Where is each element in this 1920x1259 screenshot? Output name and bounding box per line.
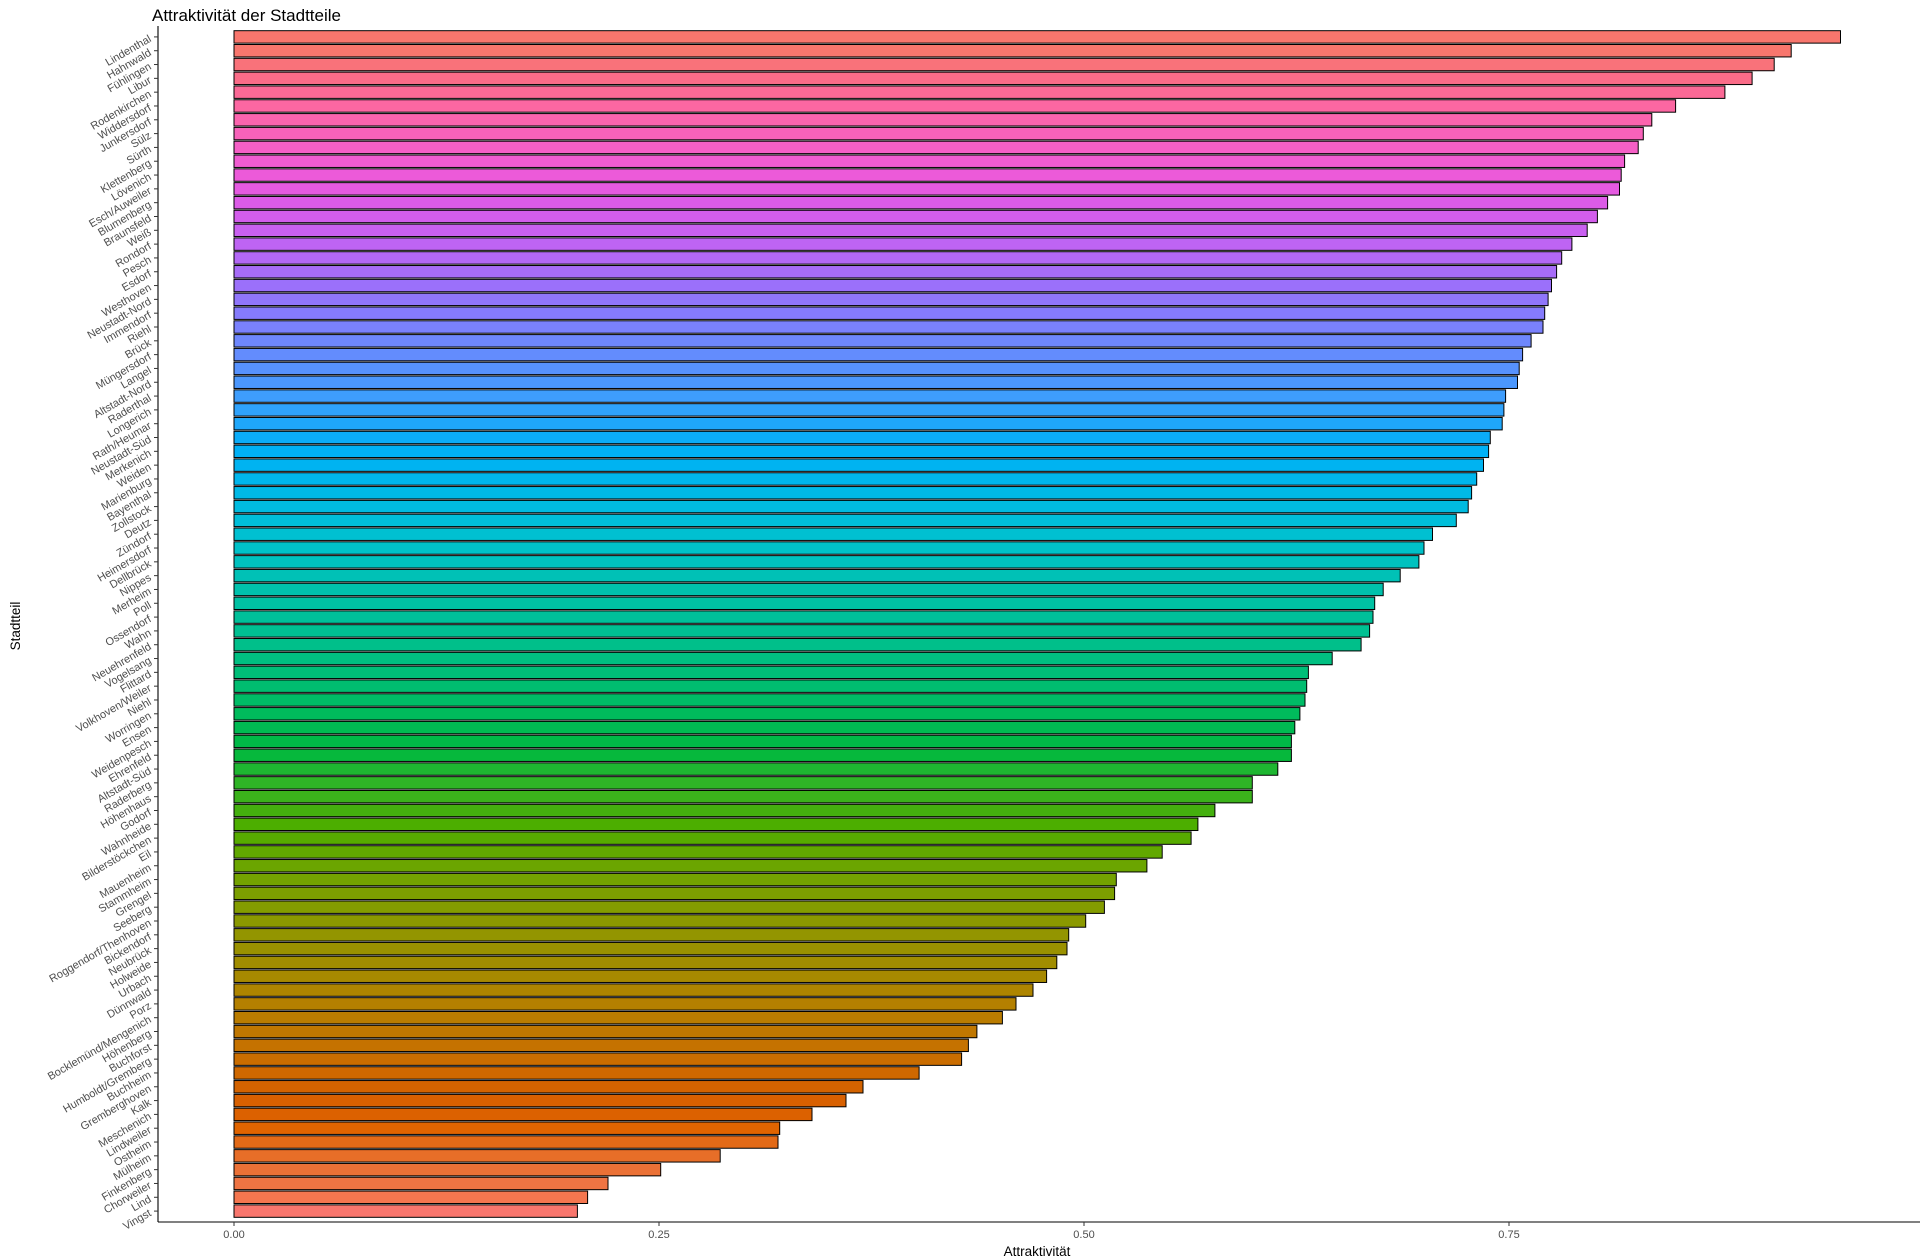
bar-76 xyxy=(233,1080,864,1094)
bar-16 xyxy=(233,251,1563,265)
bar-31 xyxy=(233,458,1484,472)
bar-25 xyxy=(233,375,1518,389)
bar-59 xyxy=(233,845,1163,859)
bar-20 xyxy=(233,306,1546,320)
bar-58 xyxy=(233,831,1192,845)
bar-34 xyxy=(233,499,1469,514)
bar-60 xyxy=(233,859,1148,873)
bar-9 xyxy=(233,154,1626,168)
bar-40 xyxy=(233,582,1384,597)
x-axis-title: Attraktivität xyxy=(1004,1244,1071,1259)
bar-51 xyxy=(233,734,1292,749)
bar-24 xyxy=(233,361,1520,376)
bar-38 xyxy=(233,555,1420,569)
bar-17 xyxy=(233,265,1558,279)
bar-15 xyxy=(233,237,1573,251)
y-tick-label-59: Eil xyxy=(137,848,154,865)
bar-21 xyxy=(233,320,1544,334)
bar-1 xyxy=(233,44,1792,58)
bar-12 xyxy=(233,195,1609,210)
x-tick-label-1: 0.25 xyxy=(648,1229,669,1241)
bar-44 xyxy=(233,638,1362,652)
bar-11 xyxy=(233,182,1620,196)
chart-title: Attraktivität der Stadtteile xyxy=(152,6,341,25)
bar-0 xyxy=(233,30,1841,44)
bar-57 xyxy=(233,817,1199,832)
bar-62 xyxy=(233,886,1116,901)
bar-49 xyxy=(233,707,1301,721)
bar-82 xyxy=(233,1162,662,1177)
bar-81 xyxy=(233,1149,721,1163)
bar-32 xyxy=(233,472,1478,486)
bar-69 xyxy=(233,983,1034,997)
bar-61 xyxy=(233,872,1117,887)
bar-54 xyxy=(233,776,1253,790)
bar-72 xyxy=(233,1024,978,1039)
bar-50 xyxy=(233,720,1296,735)
bar-56 xyxy=(233,803,1216,818)
bar-45 xyxy=(233,651,1333,666)
bar-18 xyxy=(233,278,1552,293)
x-tick-label-0: 0.00 xyxy=(223,1229,244,1241)
bar-3 xyxy=(233,71,1753,86)
bar-30 xyxy=(233,444,1490,459)
bar-33 xyxy=(233,486,1473,500)
bar-2 xyxy=(233,57,1775,72)
bar-78 xyxy=(233,1107,813,1122)
bar-84 xyxy=(233,1190,589,1204)
bar-35 xyxy=(233,513,1457,528)
bar-46 xyxy=(233,665,1309,680)
bar-29 xyxy=(233,430,1491,445)
bar-79 xyxy=(233,1121,781,1135)
bar-42 xyxy=(233,610,1374,624)
bar-14 xyxy=(233,223,1588,238)
x-tick-label-2: 0.50 xyxy=(1073,1229,1094,1241)
bar-55 xyxy=(233,789,1253,804)
bar-10 xyxy=(233,168,1622,182)
bar-39 xyxy=(233,568,1401,583)
bar-64 xyxy=(233,914,1087,928)
bar-19 xyxy=(233,292,1549,307)
bar-48 xyxy=(233,693,1306,707)
bars-layer xyxy=(233,30,1841,1218)
bar-27 xyxy=(233,403,1505,417)
bar-41 xyxy=(233,596,1376,610)
bar-53 xyxy=(233,762,1279,776)
bar-13 xyxy=(233,209,1598,224)
y-axis-title: Stadtteil xyxy=(8,602,23,651)
x-tick-label-3: 0.75 xyxy=(1498,1229,1519,1241)
bar-66 xyxy=(233,941,1068,956)
bar-36 xyxy=(233,527,1433,541)
bar-52 xyxy=(233,748,1292,762)
bar-85 xyxy=(233,1204,578,1218)
bar-28 xyxy=(233,416,1503,431)
bar-83 xyxy=(233,1176,609,1191)
bar-75 xyxy=(233,1066,920,1080)
bar-77 xyxy=(233,1093,847,1108)
bar-8 xyxy=(233,140,1639,155)
y-ticks-layer: LindenthalHahnwaldFühlingenLiburRodenkir… xyxy=(46,33,158,1233)
bar-37 xyxy=(233,541,1425,555)
bar-22 xyxy=(233,334,1532,348)
bar-4 xyxy=(233,85,1726,99)
bar-26 xyxy=(233,389,1507,403)
bar-43 xyxy=(233,624,1371,638)
bar-71 xyxy=(233,1010,1003,1025)
bar-65 xyxy=(233,928,1070,942)
bar-68 xyxy=(233,969,1048,983)
bar-47 xyxy=(233,679,1308,693)
bar-70 xyxy=(233,997,1017,1011)
bar-80 xyxy=(233,1135,779,1149)
bar-73 xyxy=(233,1038,969,1053)
bar-7 xyxy=(233,126,1644,141)
bar-63 xyxy=(233,900,1105,914)
bar-67 xyxy=(233,955,1058,970)
bar-6 xyxy=(233,113,1653,127)
bar-23 xyxy=(233,347,1524,362)
bar-5 xyxy=(233,99,1677,113)
x-ticks-layer: 0.00 0.25 0.50 0.75 xyxy=(223,1222,1520,1241)
bar-74 xyxy=(233,1052,963,1066)
